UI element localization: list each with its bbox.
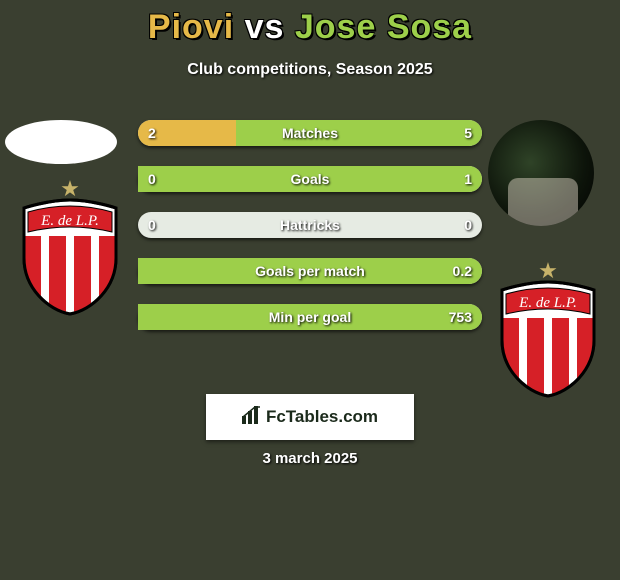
bar-label: Matches <box>138 120 482 146</box>
stats-bars: 2 Matches 5 0 Goals 1 0 Hattricks 0 Goal… <box>138 120 482 350</box>
stat-bar-min-per-goal: Min per goal 753 <box>138 304 482 330</box>
bar-right-value: 5 <box>464 120 472 146</box>
stat-bar-matches: 2 Matches 5 <box>138 120 482 146</box>
subtitle: Club competitions, Season 2025 <box>0 61 620 79</box>
brand-box: FcTables.com <box>206 394 414 440</box>
bar-label: Min per goal <box>138 304 482 330</box>
player1-name: Piovi <box>148 8 234 46</box>
player1-photo <box>5 120 117 164</box>
stat-bar-hattricks: 0 Hattricks 0 <box>138 212 482 238</box>
shield-shape: E. de L.P. <box>20 198 120 316</box>
bar-right-value: 0.2 <box>453 258 472 284</box>
bar-right-value: 1 <box>464 166 472 192</box>
bar-label: Hattricks <box>138 212 482 238</box>
shield-shape: E. de L.P. <box>498 280 598 398</box>
player2-club-crest: ★ E. de L.P. <box>498 260 598 396</box>
stat-bar-goals-per-match: Goals per match 0.2 <box>138 258 482 284</box>
date-label: 3 march 2025 <box>0 450 620 467</box>
page-title: Piovi vs Jose Sosa <box>0 8 620 47</box>
player2-name: Jose Sosa <box>295 8 472 46</box>
crest-banner-text: E. de L.P. <box>40 213 99 229</box>
stat-bar-goals: 0 Goals 1 <box>138 166 482 192</box>
bar-label: Goals <box>138 166 482 192</box>
shield-svg: E. de L.P. <box>20 198 120 316</box>
vs-separator: vs <box>245 8 285 46</box>
bar-right-value: 753 <box>449 304 472 330</box>
comparison-infographic: Piovi vs Jose Sosa Club competitions, Se… <box>0 0 620 580</box>
player1-club-crest: ★ E. de L.P. <box>20 178 120 314</box>
bar-right-value: 0 <box>464 212 472 238</box>
player2-photo <box>488 120 594 226</box>
crest-banner-text: E. de L.P. <box>518 295 577 311</box>
bar-label: Goals per match <box>138 258 482 284</box>
brand-text: FcTables.com <box>266 407 378 427</box>
chart-icon <box>242 406 262 429</box>
shield-svg: E. de L.P. <box>498 280 598 398</box>
